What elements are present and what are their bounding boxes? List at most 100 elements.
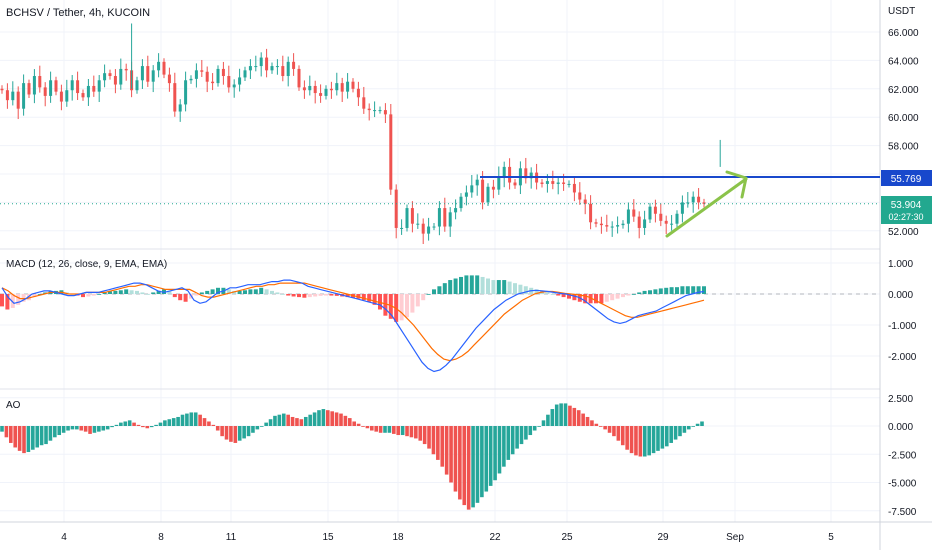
candle-body: [49, 80, 53, 96]
time-tick-label: Sep: [726, 532, 744, 543]
macd-histogram-bar: [675, 287, 679, 294]
candle-body: [248, 66, 252, 71]
ao-bar: [325, 410, 330, 426]
macd-axis[interactable]: 1.000 0.000 -1.000 -2.000: [888, 259, 917, 363]
candle-body: [648, 206, 652, 220]
candle-body: [686, 202, 690, 204]
ao-bar: [66, 426, 70, 431]
trend-arrow[interactable]: [665, 170, 748, 238]
candle-body: [108, 73, 112, 77]
candle-body: [416, 223, 420, 225]
candle-body: [421, 223, 425, 234]
ao-bar: [352, 421, 357, 426]
trend-arrow-head: [725, 170, 748, 199]
ao-bar: [198, 414, 202, 426]
macd-pane[interactable]: [0, 275, 880, 373]
candle-body: [427, 226, 431, 234]
candle-body: [335, 83, 339, 91]
candle-body: [281, 66, 285, 77]
macd-histogram-bar: [151, 292, 156, 294]
candle-body: [124, 68, 128, 71]
ao-bar: [422, 426, 427, 445]
candle-body: [502, 166, 506, 177]
ao-bar: [237, 426, 242, 441]
candle-body: [432, 226, 436, 228]
price-candles[interactable]: [0, 23, 721, 245]
macd-histogram-bar: [10, 294, 15, 308]
candle-body: [162, 61, 166, 75]
candle-body: [238, 77, 242, 85]
candle: [470, 174, 474, 198]
time-axis[interactable]: 4 8 11 15 18 22 25 29 Sep 5: [61, 532, 834, 543]
ao-bar: [374, 426, 379, 432]
candle-body: [443, 208, 447, 227]
macd-histogram-bar: [610, 294, 615, 301]
candle: [0, 85, 4, 94]
candle-body: [119, 68, 123, 85]
ao-bar: [207, 421, 211, 426]
macd-histogram-bar: [297, 294, 301, 298]
candle: [22, 74, 26, 116]
candle: [459, 193, 463, 212]
ao-bar: [35, 426, 40, 448]
ao-bar: [101, 426, 106, 431]
ao-tick-label: -7.500: [888, 507, 917, 518]
ao-bar: [400, 426, 405, 436]
ao-bar: [347, 418, 352, 426]
macd-histogram-bar: [0, 294, 4, 307]
ao-bar: [149, 426, 154, 428]
candle: [70, 75, 74, 101]
ao-bar: [123, 421, 128, 426]
candle-body: [362, 97, 366, 109]
candle-body: [437, 208, 441, 227]
time-tick-label: 22: [489, 532, 501, 543]
macd-histogram-bar: [5, 294, 10, 310]
ao-bar: [105, 426, 110, 430]
candle: [227, 65, 231, 93]
candle-body: [583, 199, 587, 204]
macd-histogram-bar: [399, 294, 404, 321]
ao-bar: [515, 426, 519, 449]
macd-histogram-bar: [383, 294, 388, 316]
ao-bar: [31, 426, 35, 450]
candle: [178, 99, 182, 122]
candle: [119, 58, 123, 90]
ao-bar: [607, 426, 612, 433]
macd-histogram-bar: [405, 294, 409, 318]
macd-histogram-bar: [318, 294, 323, 296]
candle: [43, 82, 47, 107]
ao-bar: [57, 426, 62, 436]
candle-body: [459, 196, 463, 209]
candle: [643, 210, 647, 235]
ao-bar: [224, 426, 229, 440]
candle: [594, 218, 598, 228]
ao-bar: [480, 426, 484, 498]
ao-pane[interactable]: [0, 403, 704, 510]
ao-bar: [48, 426, 53, 441]
macd-histogram-bar: [507, 281, 512, 294]
ao-tick-label: 2.500: [888, 394, 913, 405]
candle-body: [567, 183, 571, 185]
ao-axis[interactable]: 2.500 0.000 -2.500 -5.000 -7.500: [888, 394, 917, 518]
ao-bar: [488, 426, 493, 486]
ao-bar: [664, 426, 669, 447]
candle-body: [324, 88, 328, 96]
candle: [248, 59, 252, 80]
candle: [670, 215, 674, 231]
candle-body: [243, 70, 247, 78]
macd-histogram-bar: [113, 290, 118, 294]
ao-bar: [594, 423, 599, 426]
macd-histogram-bar: [32, 294, 37, 298]
candle-body: [691, 196, 695, 203]
candle: [556, 177, 560, 195]
candle-body: [594, 222, 598, 224]
candle: [5, 83, 9, 109]
ao-bar: [321, 409, 326, 426]
ao-bar: [475, 426, 480, 503]
ao-bar: [176, 416, 180, 426]
candle-body: [497, 176, 501, 190]
macd-histogram-bar: [361, 294, 366, 301]
ao-bar: [220, 426, 224, 437]
